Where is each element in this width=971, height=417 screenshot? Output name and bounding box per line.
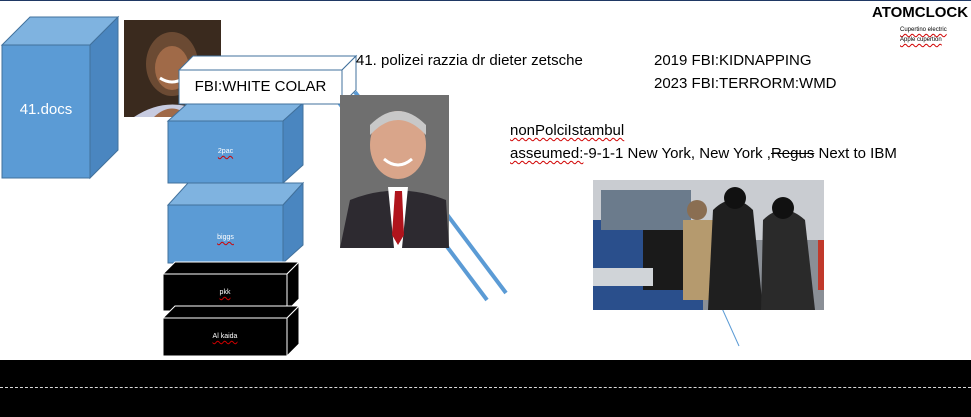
brand-title: ATOMCLOCK	[872, 4, 969, 21]
location-line: asseumed:-9-1-1 New York, New York ,Regu…	[510, 145, 897, 162]
cube-pkk: pkk	[161, 260, 301, 313]
cube-docs-label: 41.docs	[19, 101, 73, 118]
cube-2pac-label: 2pac	[217, 148, 234, 155]
brand-subtitle-1: Cupertino electric	[900, 27, 947, 33]
location-address-suffix: Next to IBM	[814, 145, 897, 162]
callout-fbi-white-colar: FBI:WHITE COLAR	[177, 54, 358, 106]
cube-docs: 41.docs	[0, 15, 120, 180]
cube-biggs: biggs	[166, 181, 305, 265]
top-border-line	[0, 0, 971, 1]
cube-alkaida: Al kaida	[161, 304, 301, 358]
location-struck-text: Regus	[770, 145, 815, 162]
cube-pkk-label: pkk	[219, 289, 231, 296]
brand-subtitle-2: Apple cupertion	[900, 37, 942, 43]
callout-label: FBI:WHITE COLAR	[194, 78, 327, 95]
cube-2pac: 2pac	[166, 101, 305, 185]
cube-biggs-label: biggs	[217, 234, 234, 241]
police-raid-photo	[593, 180, 824, 310]
dashed-divider	[0, 387, 971, 388]
location-address-prefix: -9-1-1 New York, New York ,	[583, 145, 771, 162]
fbi-line-2: 2023 FBI:TERRORM:WMD	[654, 75, 837, 92]
location-assumed-label: asseumed:	[510, 145, 584, 162]
fbi-line-1: 2019 FBI:KIDNAPPING	[654, 52, 812, 69]
headline-text: 41. polizei razzia dr dieter zetsche	[356, 52, 583, 69]
portrait-man-photo	[340, 95, 449, 248]
cube-alkaida-label: Al kaida	[212, 333, 238, 340]
bottom-black-band	[0, 360, 971, 417]
location-title: nonPolciIstambul	[510, 122, 625, 139]
